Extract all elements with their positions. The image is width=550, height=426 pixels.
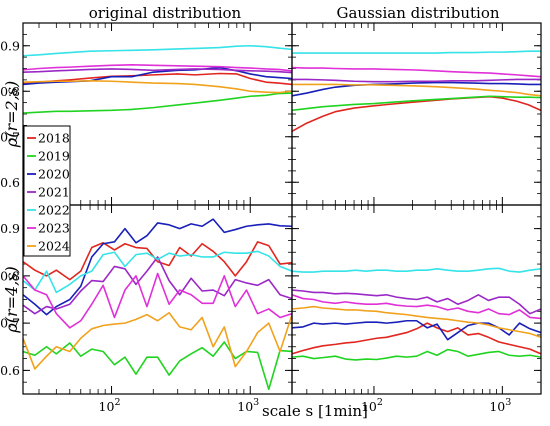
series-line-bottom-left-2021 xyxy=(23,256,292,315)
series-line-top-left-2019 xyxy=(23,92,292,114)
series-line-top-right-2020 xyxy=(292,81,541,97)
x-tick-label: 102 xyxy=(99,397,121,414)
y-tick-label: 0.7 xyxy=(0,129,20,144)
y-tick-label: 0.7 xyxy=(0,316,20,331)
legend-label-2024: 2024 xyxy=(38,239,70,254)
legend-label-2019: 2019 xyxy=(38,149,70,164)
legend-box xyxy=(23,125,71,257)
y-tick-label: 0.8 xyxy=(0,84,20,99)
y-axis-label-bottom-left: ρ(r=4,s) xyxy=(2,266,21,333)
series-line-bottom-right-2021 xyxy=(292,289,541,315)
panel-top-right xyxy=(291,22,542,206)
chart-legend: 2018 2019 2020 2021 2022 2023 2024 xyxy=(23,125,71,257)
legend-label-2018: 2018 xyxy=(38,131,70,146)
x-tick-label: 103 xyxy=(489,397,511,414)
panel-frame xyxy=(291,204,542,395)
series-line-bottom-right-2018 xyxy=(292,322,541,355)
series-line-bottom-right-2023 xyxy=(292,294,541,320)
x-axis-label: scale s [1min] xyxy=(262,402,368,420)
y-tick-label: 0.8 xyxy=(0,268,20,283)
series-line-bottom-right-2024 xyxy=(292,305,541,339)
y-axis-label-top-left: ρ(r=2,s) xyxy=(2,81,21,148)
series-line-bottom-left-2023 xyxy=(23,272,292,329)
series-line-top-right-2019 xyxy=(292,95,541,112)
panel-bottom-right: 102 103 xyxy=(291,204,542,414)
series-line-top-right-2024 xyxy=(292,83,541,97)
series-line-bottom-right-2019 xyxy=(292,348,541,361)
series-line-bottom-left-2020 xyxy=(23,218,292,316)
y-tick-label: 0.9 xyxy=(0,38,20,53)
series-line-bottom-left-2018 xyxy=(23,241,292,281)
series-line-top-left-2024 xyxy=(23,79,292,94)
legend-label-2021: 2021 xyxy=(38,185,70,200)
series-line-top-right-2018 xyxy=(292,95,541,132)
x-tick-label: 103 xyxy=(237,397,259,414)
legend-label-2022: 2022 xyxy=(38,203,70,218)
legend-label-2023: 2023 xyxy=(38,221,70,236)
series-line-top-left-2018 xyxy=(23,72,292,86)
series-line-bottom-left-2022 xyxy=(23,250,292,294)
column-title-original: original distribution xyxy=(89,4,242,22)
panel-bottom-left: 0.6 0.7 0.8 0.9 102 103 ρ(r=4,s) xyxy=(0,204,293,414)
y-tick-label: 0.6 xyxy=(0,363,20,378)
series-line-top-left-2021 xyxy=(23,68,292,74)
y-tick-label: 0.6 xyxy=(0,175,20,190)
legend-label-2020: 2020 xyxy=(38,167,70,182)
series-line-bottom-right-2020 xyxy=(292,319,541,341)
series-line-top-right-2023 xyxy=(292,66,541,78)
series-line-top-left-2022 xyxy=(23,44,292,57)
series-line-top-right-2021 xyxy=(292,78,541,83)
series-line-bottom-right-2022 xyxy=(292,267,541,273)
series-line-bottom-left-2024 xyxy=(23,311,292,370)
series-line-top-right-2022 xyxy=(292,50,541,54)
y-tick-label: 0.9 xyxy=(0,221,20,236)
series-line-top-left-2023 xyxy=(23,64,292,72)
column-title-gaussian: Gaussian distribution xyxy=(336,4,499,22)
